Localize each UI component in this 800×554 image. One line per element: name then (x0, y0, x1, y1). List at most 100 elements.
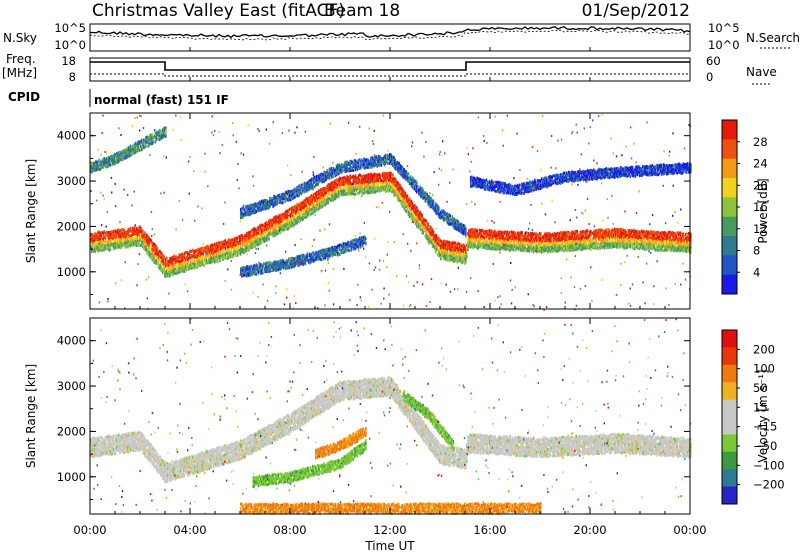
heatmap-cell (423, 221, 425, 225)
heatmap-cell (217, 257, 219, 261)
heatmap-cell (522, 241, 524, 245)
heatmap-cell (243, 243, 245, 247)
heatmap-cell (409, 201, 412, 205)
heatmap-cell (421, 215, 423, 219)
heatmap-cell (622, 238, 624, 242)
heatmap-cell (294, 220, 296, 224)
heatmap-cell (292, 206, 294, 210)
heatmap-cell (406, 200, 409, 204)
heatmap-cell (153, 251, 156, 255)
heatmap-cell (276, 229, 279, 233)
heatmap-cell (408, 215, 411, 218)
heatmap-cell (647, 233, 649, 237)
heatmap-cell (618, 233, 620, 237)
heatmap-cell (195, 265, 197, 269)
heatmap-cell (387, 175, 390, 179)
heatmap-cell (587, 237, 590, 241)
heatmap-cell (333, 184, 336, 188)
heatmap-cell (332, 182, 335, 186)
heatmap-cell (120, 229, 122, 233)
heatmap-cell (322, 198, 324, 201)
heatmap-cell (605, 228, 608, 232)
heatmap-cell (350, 189, 352, 193)
heatmap-cell (186, 262, 189, 266)
heatmap-cell (429, 229, 432, 233)
heatmap-cell (612, 245, 615, 249)
heatmap-cell (94, 250, 96, 254)
heatmap-cell (568, 243, 570, 247)
heatmap-cell (509, 236, 512, 240)
heatmap-cell (447, 253, 449, 257)
heatmap-cell (218, 243, 220, 247)
heatmap-cell (291, 223, 293, 227)
heatmap-cell (256, 240, 259, 244)
heatmap-cell (541, 240, 543, 243)
heatmap-cell (580, 245, 583, 249)
heatmap-cell (502, 246, 505, 250)
heatmap-cell (376, 181, 379, 185)
heatmap-cell (132, 232, 135, 236)
heatmap-cell (443, 248, 445, 252)
heatmap-cell (579, 230, 582, 234)
heatmap-cell (139, 229, 141, 233)
heatmap-cell (235, 249, 238, 253)
heatmap-cell (649, 231, 651, 235)
heatmap-cell (220, 248, 222, 252)
heatmap-cell (352, 177, 355, 181)
heatmap-cell (99, 248, 101, 252)
heatmap-cell (224, 239, 226, 243)
heatmap-cell (647, 241, 649, 245)
heatmap-cell (482, 231, 485, 235)
heatmap-cell (549, 249, 551, 253)
heatmap-cell (330, 191, 333, 195)
heatmap-cell (123, 233, 125, 236)
heatmap-cell (593, 241, 595, 245)
heatmap-cell (544, 244, 546, 248)
heatmap-cell (135, 234, 138, 238)
heatmap-cell (232, 245, 235, 249)
heatmap-cell (651, 231, 654, 234)
heatmap-cell (146, 251, 148, 255)
heatmap-cell (512, 233, 515, 237)
heatmap-cell (128, 234, 131, 238)
heatmap-cell (252, 231, 255, 235)
heatmap-cell (571, 234, 573, 238)
heatmap-cell (129, 228, 132, 232)
heatmap-cell (439, 249, 441, 253)
heatmap-cell (625, 237, 627, 241)
heatmap-cell (230, 238, 233, 242)
heatmap-cell (219, 241, 221, 245)
heatmap-cell (633, 235, 636, 239)
heatmap-cell (466, 246, 468, 250)
heatmap-cell (131, 233, 134, 237)
heatmap-cell (579, 232, 582, 236)
heatmap-cell (246, 231, 248, 235)
heatmap-cell (291, 214, 293, 217)
heatmap-cell (410, 199, 413, 203)
heatmap-cell (451, 248, 454, 252)
heatmap-cell (493, 237, 495, 241)
heatmap-cell (439, 253, 441, 257)
heatmap-cell (108, 236, 111, 240)
heatmap-cell (482, 242, 485, 246)
heatmap-cell (167, 268, 169, 272)
heatmap-cell (136, 229, 139, 232)
heatmap-cell (283, 212, 286, 215)
heatmap-cell (161, 253, 164, 257)
heatmap-cell (361, 189, 364, 193)
heatmap-cell (369, 188, 371, 192)
heatmap-cell (461, 256, 464, 260)
heatmap-cell (560, 231, 563, 235)
heatmap-cell (495, 240, 497, 244)
heatmap-cell (494, 234, 496, 238)
heatmap-cell (183, 254, 186, 258)
heatmap-cell (409, 213, 412, 217)
heatmap-cell (367, 178, 369, 182)
heatmap-cell (617, 239, 619, 243)
heatmap-cell (395, 191, 397, 195)
heatmap-cell (272, 234, 274, 238)
heatmap-cell (556, 244, 559, 248)
heatmap-cell (585, 236, 588, 240)
heatmap-cell (239, 238, 241, 242)
heatmap-cell (410, 216, 413, 220)
